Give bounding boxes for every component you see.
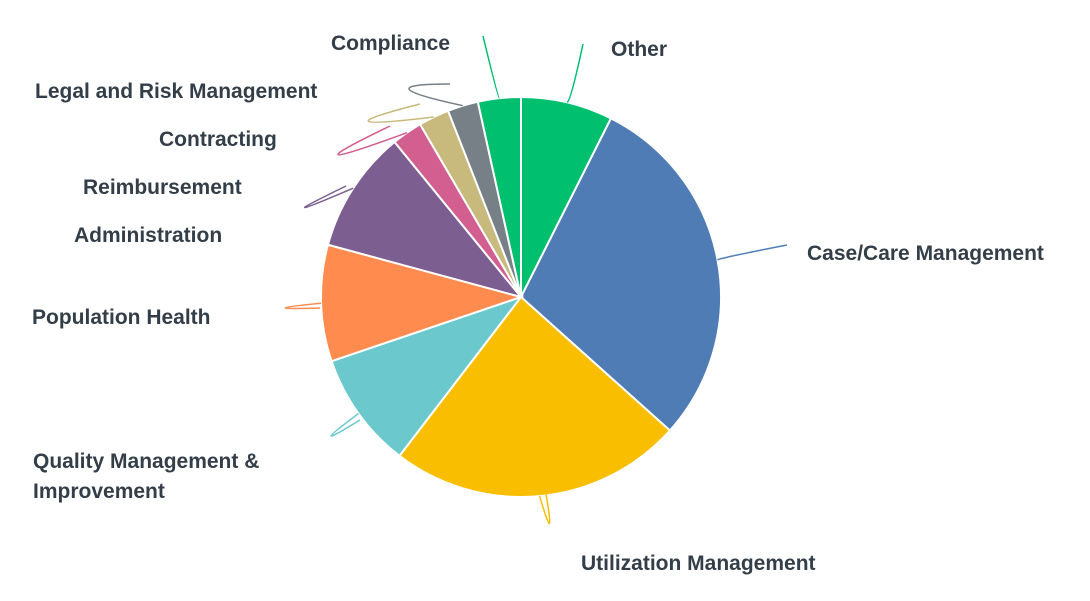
label-quality-line-1: Quality Management & — [33, 450, 259, 473]
leader-line-quality-management-improvement — [330, 412, 361, 437]
leader-line-legal-and-risk-management — [408, 83, 463, 107]
leader-line-reimbursement — [337, 125, 408, 156]
label-administration: Administration — [74, 224, 222, 247]
label-reimbursement: Reimbursement — [83, 176, 242, 199]
label-contracting: Contracting — [159, 128, 277, 151]
label-legal-and-risk-management: Legal and Risk Management — [35, 80, 317, 103]
label-utilization-management: Utilization Management — [581, 552, 816, 575]
pie-slice-population-health — [320, 243, 525, 363]
leader-line-utilization-management — [538, 493, 551, 525]
pie-slices — [320, 95, 722, 498]
leader-line-administration — [304, 185, 354, 209]
pie-slice-administration — [326, 140, 524, 299]
leader-line-contracting — [367, 103, 434, 123]
label-quality-management-improvement: Quality Management & Improvement — [33, 450, 265, 503]
leader-lines — [284, 35, 788, 525]
label-population-health: Population Health — [32, 306, 211, 329]
leader-line-case-care-management — [717, 244, 788, 261]
label-compliance: Compliance — [331, 32, 450, 55]
label-quality-line-2: Improvement — [33, 480, 165, 503]
pie-slice-quality-management-improvement — [330, 294, 524, 458]
label-case-care-management: Case/Care Management — [807, 242, 1044, 265]
leader-line-population-health — [284, 302, 322, 310]
label-other: Other — [611, 38, 667, 61]
leader-line-other — [566, 43, 584, 104]
leader-line-compliance — [482, 35, 501, 99]
